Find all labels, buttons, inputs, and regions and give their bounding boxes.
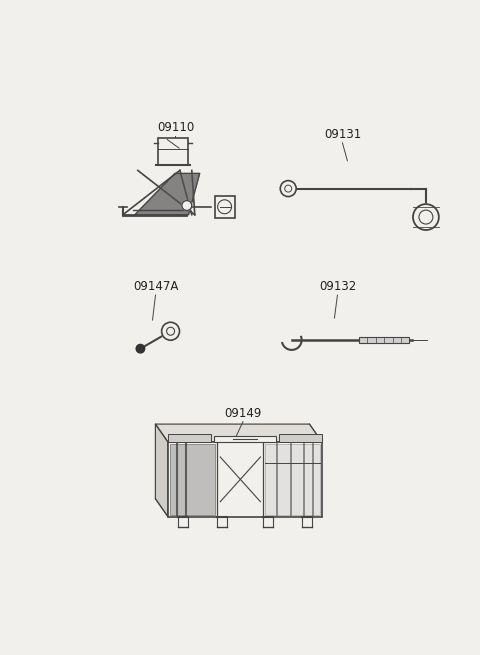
Polygon shape: [156, 424, 168, 517]
Text: 09132: 09132: [319, 280, 356, 293]
Bar: [265, 444, 320, 515]
Circle shape: [135, 344, 145, 354]
Text: 09131: 09131: [324, 128, 361, 141]
Text: 09110: 09110: [157, 121, 194, 134]
Bar: [168, 434, 211, 442]
Polygon shape: [156, 424, 322, 442]
Circle shape: [413, 204, 439, 230]
Text: 09149: 09149: [224, 407, 262, 420]
Polygon shape: [156, 424, 310, 498]
Text: 09147A: 09147A: [133, 280, 178, 293]
Bar: [214, 436, 276, 442]
Bar: [215, 196, 235, 217]
Circle shape: [217, 200, 231, 214]
Polygon shape: [135, 174, 200, 215]
Bar: [279, 434, 322, 442]
Bar: [170, 444, 215, 515]
Circle shape: [182, 200, 192, 210]
Bar: [360, 337, 409, 343]
Bar: [158, 138, 188, 166]
Circle shape: [162, 322, 180, 340]
Bar: [168, 442, 322, 517]
Circle shape: [280, 181, 296, 196]
